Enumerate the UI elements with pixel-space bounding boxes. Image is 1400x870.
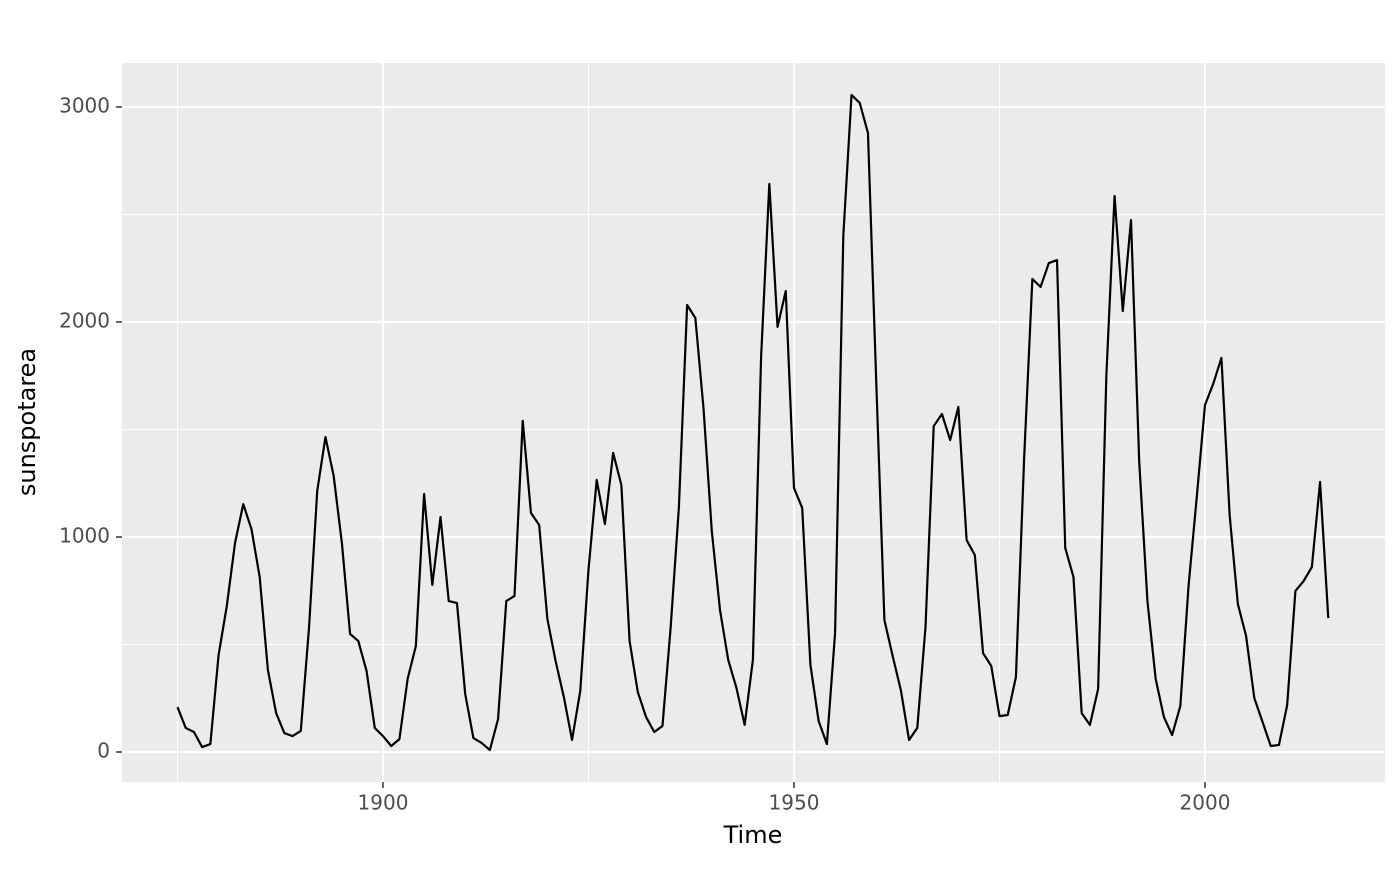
- x-tick-label: 1950: [769, 791, 820, 815]
- panel: [122, 63, 1385, 782]
- y-tick-label: 1000: [59, 524, 110, 548]
- y-tick-label: 2000: [59, 308, 110, 332]
- x-tick-label: 1900: [358, 791, 409, 815]
- y-axis-title: sunspotarea: [13, 348, 41, 496]
- x-tick-label: 2000: [1180, 791, 1231, 815]
- y-tick-label: 0: [97, 739, 110, 763]
- y-tick-label: 3000: [59, 93, 110, 117]
- x-axis-title: Time: [723, 821, 783, 849]
- data-line: [176, 93, 1330, 752]
